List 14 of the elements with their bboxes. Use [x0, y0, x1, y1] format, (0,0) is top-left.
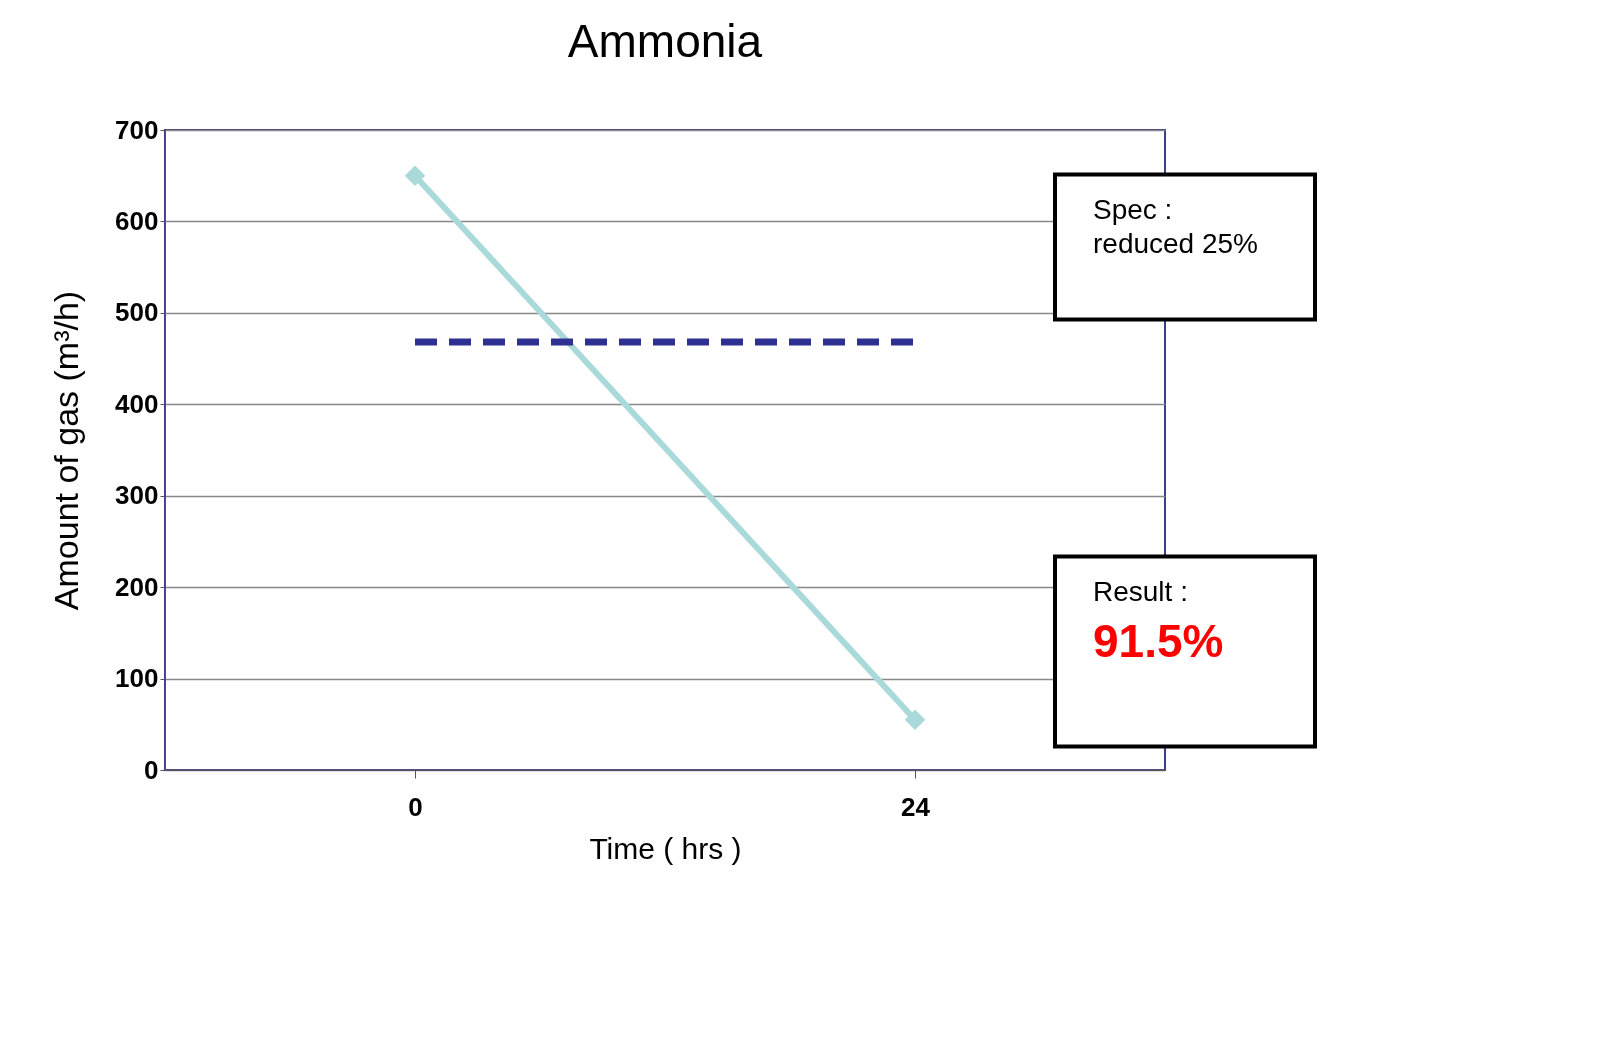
y-tick-label: 700: [115, 114, 159, 145]
y-tick-label: 100: [115, 663, 159, 694]
y-tick-label: 600: [115, 205, 159, 236]
annotation: Spec : reduced 25%: [1093, 193, 1259, 259]
y-tick-label: 400: [115, 388, 159, 419]
annotation: Result : 91.5%: [1093, 575, 1224, 667]
y-tick-label: 500: [115, 297, 159, 328]
y-axis-title: Amount of gas (m³/h): [47, 290, 86, 611]
x-axis-title: Time ( hrs ): [589, 831, 742, 865]
x-tick-label: 24: [901, 791, 931, 822]
y-tick-label: 200: [115, 571, 159, 602]
chart-title: Ammonia: [567, 15, 763, 67]
y-tick-label: 0: [144, 754, 159, 785]
y-tick-label: 300: [115, 480, 159, 511]
